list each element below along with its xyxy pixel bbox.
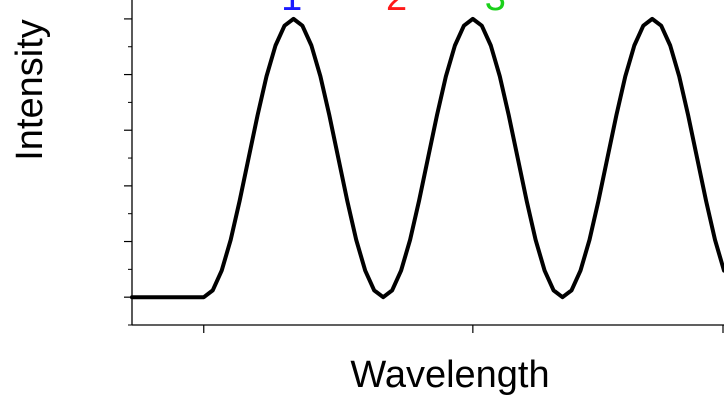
y-axis-ticks	[124, 18, 132, 326]
series-layer	[130, 16, 724, 300]
x-axis-ticks	[203, 325, 724, 333]
peak-labels: 1 2 3	[281, 0, 506, 19]
y-axis-title: Intensity	[9, 19, 51, 161]
series-line-0	[130, 16, 724, 300]
peak-label-3: 3	[485, 0, 506, 19]
x-axis-title: Wavelength	[350, 354, 549, 395]
peak-label-1: 1	[281, 0, 302, 19]
axes	[124, 0, 724, 333]
peak-label-2: 2	[386, 0, 407, 19]
